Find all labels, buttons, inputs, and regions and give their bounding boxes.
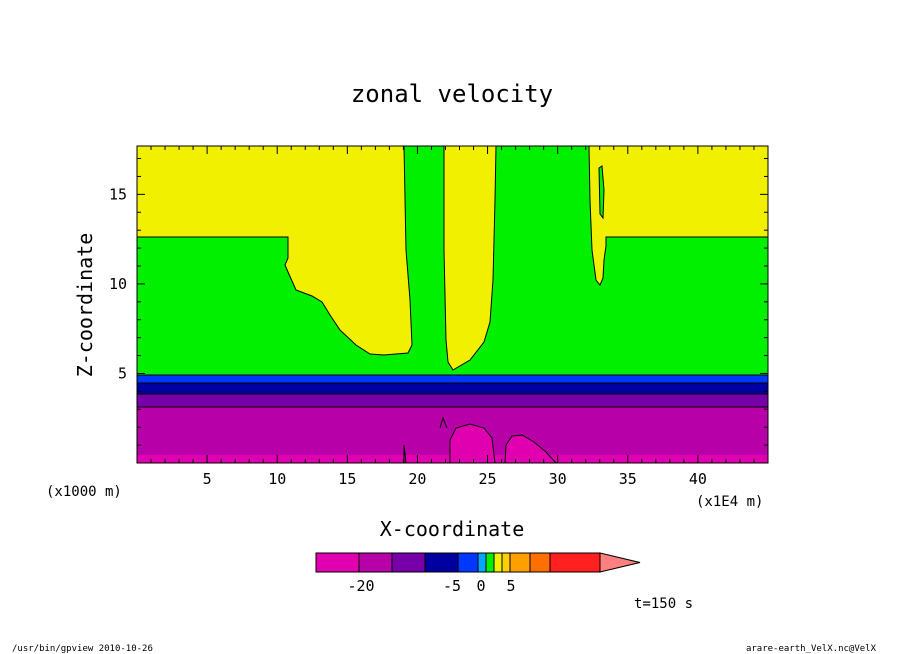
x-axis-label: X-coordinate [380, 517, 525, 541]
y-scale-label: (x1000 m) [46, 484, 122, 500]
colorbar-segment [485, 552, 495, 573]
contour-lines [137, 146, 768, 463]
colorbar-extension-arrow [599, 552, 641, 573]
x-tick-label: 35 [619, 470, 637, 488]
colorbar-segment [493, 552, 503, 573]
y-axis-label: Z-coordinate [73, 233, 97, 378]
x-tick-label: 10 [268, 470, 286, 488]
x-tick-label: 5 [203, 470, 212, 488]
y-axis: 5 10 15 [109, 158, 768, 446]
x-tick-label: 25 [479, 470, 497, 488]
colorbar-segment [391, 552, 426, 573]
y-tick-label: 5 [118, 364, 127, 382]
y-tick-label: 15 [109, 185, 127, 203]
region-magenta-bottom [137, 455, 768, 463]
region-magenta-core-1 [450, 424, 495, 463]
band-violet [137, 394, 768, 407]
colorbar-tick-label: 5 [506, 577, 515, 595]
colorbar-tick-label: -5 [443, 577, 461, 595]
colorbar-segment [501, 552, 511, 573]
colorbar-segment [529, 552, 551, 573]
colorbar-segment [424, 552, 459, 573]
region-green-middle [137, 146, 768, 376]
colorbar-segment [358, 552, 393, 573]
colorbar-segment [457, 552, 479, 573]
footer-left: /usr/bin/gpview 2010-10-26 [12, 644, 153, 654]
y-tick-label: 10 [109, 275, 127, 293]
time-label: t=150 s [634, 596, 693, 612]
x-axis: 5 10 15 20 25 30 35 40 [150, 146, 755, 488]
x-scale-label: (x1E4 m) [696, 494, 763, 510]
x-tick-label: 30 [549, 470, 567, 488]
x-tick-label: 15 [338, 470, 356, 488]
colorbar-segment [477, 552, 487, 573]
band-navy [137, 383, 768, 394]
colorbar-tick-label: 0 [476, 577, 485, 595]
x-tick-label: 20 [408, 470, 426, 488]
colorbar-segment [315, 552, 360, 573]
colorbar-tick-label: -20 [347, 577, 374, 595]
plot-area [137, 146, 768, 463]
footer-right: arare-earth_VelX.nc@VelX [746, 644, 877, 654]
chart-title: zonal velocity [351, 80, 553, 108]
x-tick-label: 40 [689, 470, 707, 488]
band-blue [137, 375, 768, 383]
plot-frame [136, 145, 769, 464]
colorbar-segment [549, 552, 601, 573]
colorbar-segment [509, 552, 531, 573]
colorbar: -20 -5 0 5 [315, 552, 641, 595]
